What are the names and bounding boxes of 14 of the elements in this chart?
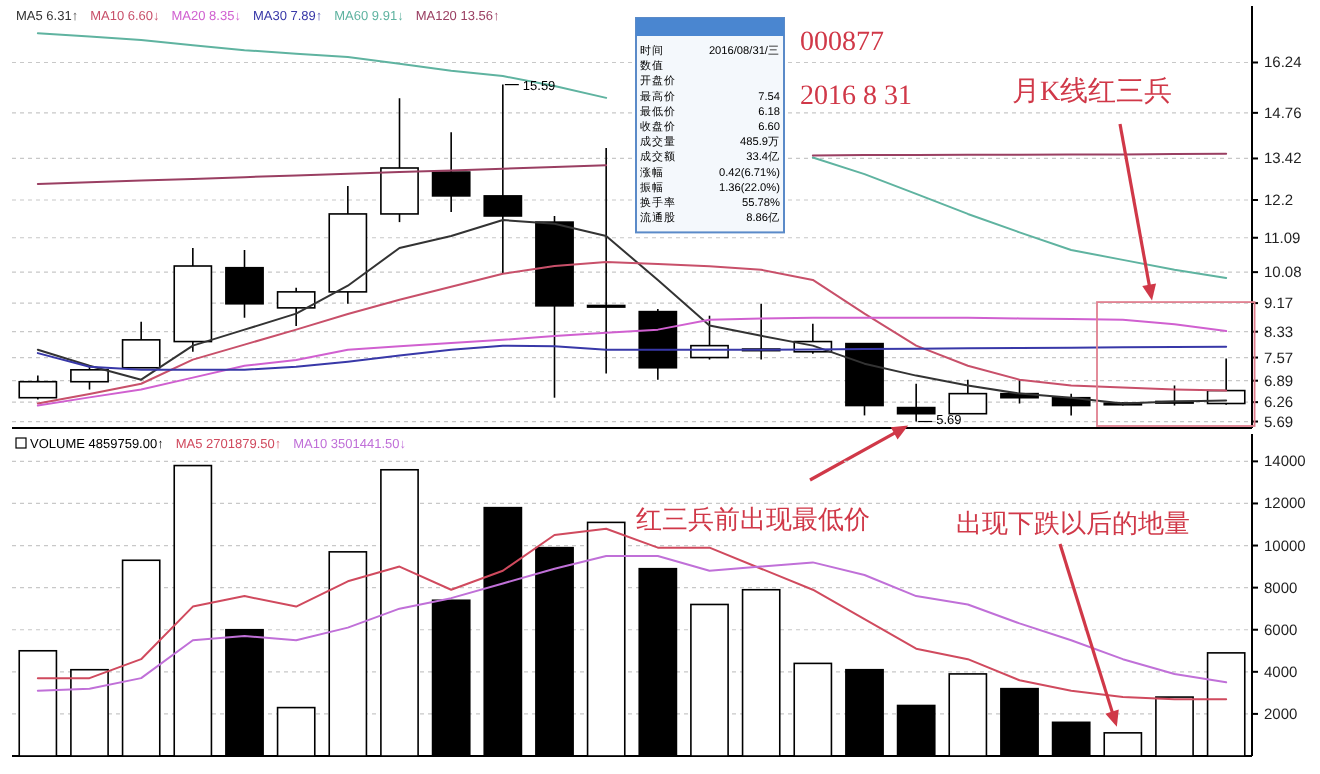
annotation: 2016 8 31	[800, 82, 912, 112]
candlestick	[121, 321, 161, 369]
candlestick	[586, 147, 626, 375]
candlestick	[276, 286, 316, 327]
annotation: 000877	[800, 28, 884, 58]
candlestick	[380, 97, 419, 223]
candlestick	[225, 249, 264, 319]
line-series	[36, 316, 1228, 407]
annotation: 月K线红三兵	[1012, 76, 1173, 108]
candlestick	[431, 131, 471, 213]
candlestick	[948, 378, 988, 415]
line-series	[36, 555, 1228, 692]
annotation: 红三兵前出现最低价	[636, 504, 870, 534]
annotation: 出现下跌以后的地量	[956, 508, 1190, 538]
